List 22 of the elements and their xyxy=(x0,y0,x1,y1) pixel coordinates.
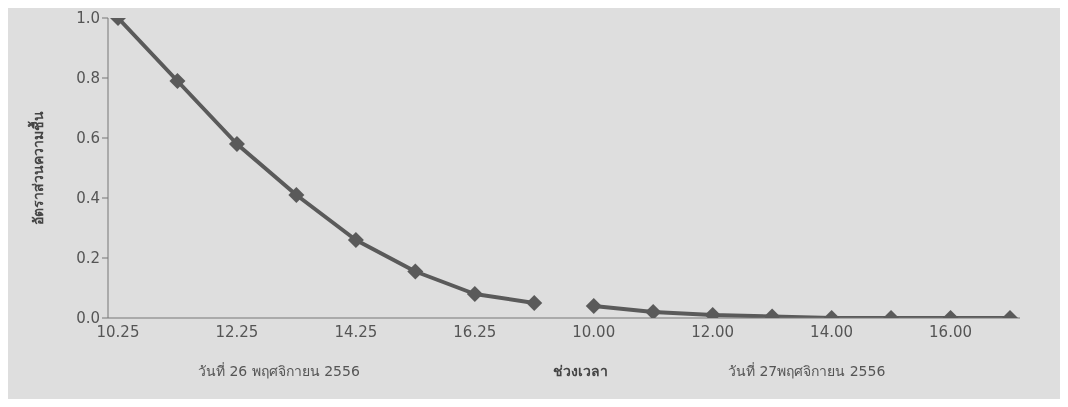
text: วันที่ 27พฤศจิกายน 2556 xyxy=(728,361,886,381)
y-tick-label: 1.0 xyxy=(76,9,100,28)
point xyxy=(347,232,364,248)
x-tick-label: 10.00 xyxy=(572,322,616,341)
y-tick-label: 0.4 xyxy=(76,189,100,208)
x-tick-label: 16.25 xyxy=(453,322,497,341)
x-tick-label: 16.00 xyxy=(929,322,973,341)
point xyxy=(645,304,662,318)
point xyxy=(407,263,424,280)
point xyxy=(288,187,305,203)
y-tick-label: 0.8 xyxy=(76,69,100,88)
x-tick-label: 12.00 xyxy=(691,322,735,341)
y-axis-title: อัตราส่วนความชื้น xyxy=(26,111,46,225)
text: วันที่ 26 พฤศจิกายน 2556 xyxy=(198,361,360,381)
x-tick-label: 10.25 xyxy=(96,322,140,341)
point xyxy=(228,136,245,152)
x-axis-title: ช่วงเวลา xyxy=(553,362,608,381)
x-tick-label: 14.25 xyxy=(334,322,378,341)
x-tick-label: 14.00 xyxy=(810,322,854,341)
y-tick-label: 0.2 xyxy=(76,249,100,268)
x-tick-label: 12.25 xyxy=(215,322,259,341)
y-tick-label: 0.6 xyxy=(76,129,100,148)
